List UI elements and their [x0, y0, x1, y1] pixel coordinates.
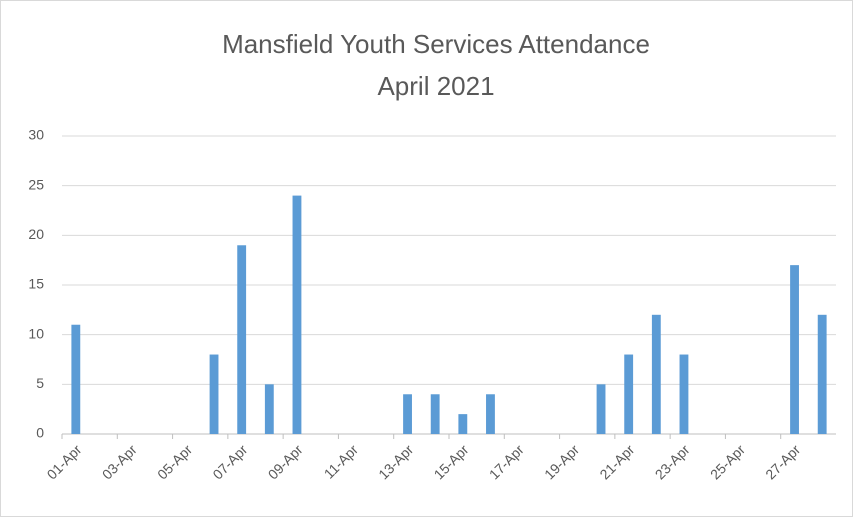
y-tick-label: 15	[28, 276, 44, 292]
bar	[679, 354, 689, 434]
bar	[651, 314, 661, 434]
bar	[790, 265, 799, 434]
bar	[817, 314, 827, 434]
bar	[292, 195, 302, 434]
chart-title: Mansfield Youth Services Attendance	[222, 29, 650, 59]
y-tick-label: 20	[28, 226, 44, 242]
y-tick-label: 25	[28, 176, 44, 192]
bar	[264, 384, 274, 434]
bar	[486, 394, 495, 434]
bar	[71, 324, 81, 434]
bar	[430, 394, 440, 434]
bar	[458, 414, 468, 434]
bar	[596, 384, 606, 434]
bar	[624, 354, 634, 434]
y-tick-label: 5	[36, 375, 44, 391]
chart-subtitle: April 2021	[377, 71, 494, 101]
y-tick-label: 30	[28, 127, 44, 143]
bar	[403, 394, 412, 434]
bar	[209, 354, 219, 434]
y-tick-label: 0	[36, 425, 44, 441]
bar	[237, 245, 247, 434]
y-tick-label: 10	[28, 325, 44, 341]
